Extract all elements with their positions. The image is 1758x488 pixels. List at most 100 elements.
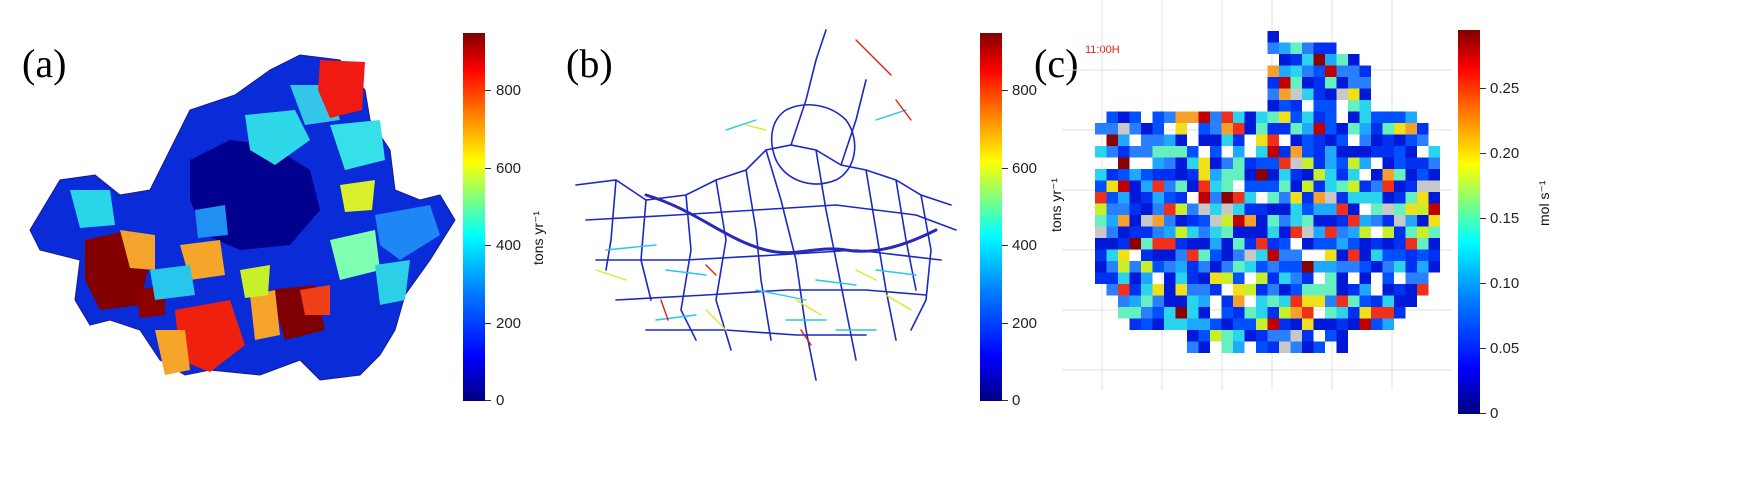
heat-cell: [1210, 272, 1222, 284]
heat-cell: [1141, 215, 1153, 227]
heat-cell: [1348, 65, 1360, 77]
heat-cell: [1256, 146, 1268, 158]
heat-cell: [1210, 157, 1222, 169]
heat-cell: [1198, 318, 1210, 330]
heat-cell: [1382, 203, 1394, 215]
heat-cell: [1267, 42, 1279, 54]
heat-cell: [1267, 341, 1279, 353]
heat-cell: [1267, 238, 1279, 250]
heat-cell: [1290, 180, 1302, 192]
heat-cell: [1325, 123, 1337, 135]
heat-cell: [1371, 146, 1383, 158]
heat-cell: [1302, 123, 1314, 135]
heat-cell: [1187, 203, 1199, 215]
heat-cell: [1267, 31, 1279, 43]
heat-cell: [1256, 169, 1268, 181]
heat-cell: [1118, 272, 1130, 284]
heat-cell: [1325, 100, 1337, 112]
heat-cell: [1129, 226, 1141, 238]
panel-label-b: (b): [566, 41, 613, 86]
district-e3: [330, 230, 380, 280]
heat-cell: [1313, 238, 1325, 250]
heat-cell: [1417, 169, 1429, 181]
heat-cell: [1233, 203, 1245, 215]
heat-cell: [1371, 295, 1383, 307]
heat-cell: [1233, 307, 1245, 319]
heat-cell: [1359, 318, 1371, 330]
panel-label-a: (a): [22, 41, 67, 86]
heat-cell: [1336, 192, 1348, 204]
heat-cell: [1382, 318, 1394, 330]
heat-cell: [1210, 284, 1222, 296]
heat-cell: [1152, 111, 1164, 123]
heat-cell: [1164, 215, 1176, 227]
heat-cell: [1417, 203, 1429, 215]
heat-cell: [1152, 157, 1164, 169]
heat-cell: [1302, 88, 1314, 100]
heat-cell: [1394, 203, 1406, 215]
heat-cell: [1302, 157, 1314, 169]
heat-cell: [1313, 203, 1325, 215]
heat-cell: [1164, 249, 1176, 261]
heat-cell: [1129, 111, 1141, 123]
heat-cell: [1267, 111, 1279, 123]
heat-cell: [1233, 341, 1245, 353]
heat-cell: [1095, 192, 1107, 204]
heat-cell: [1348, 169, 1360, 181]
heat-cell: [1336, 169, 1348, 181]
heat-cell: [1279, 123, 1291, 135]
heat-cell: [1325, 272, 1337, 284]
heat-cell: [1359, 77, 1371, 89]
district-se-red2: [300, 285, 330, 315]
heat-cell: [1405, 134, 1417, 146]
heat-cell: [1348, 226, 1360, 238]
heat-cell: [1210, 180, 1222, 192]
heat-cell: [1405, 249, 1417, 261]
heat-cell: [1359, 307, 1371, 319]
heat-cell: [1348, 77, 1360, 89]
heat-cell: [1325, 77, 1337, 89]
heat-cell: [1106, 146, 1118, 158]
heat-cell: [1095, 215, 1107, 227]
heat-cell: [1106, 169, 1118, 181]
heat-cell: [1095, 180, 1107, 192]
heat-cell: [1244, 157, 1256, 169]
heat-cell: [1382, 307, 1394, 319]
district-s-red: [175, 300, 245, 372]
heat-cell: [1221, 341, 1233, 353]
heat-cell: [1359, 215, 1371, 227]
heat-cell: [1221, 249, 1233, 261]
heat-cell: [1325, 146, 1337, 158]
heat-cell: [1313, 88, 1325, 100]
heat-cell: [1164, 226, 1176, 238]
heat-cell: [1256, 295, 1268, 307]
heat-cell: [1244, 249, 1256, 261]
road-network-max: [660, 39, 912, 346]
heat-cell: [1164, 307, 1176, 319]
district-w-cyan: [70, 190, 115, 228]
heat-cell: [1428, 261, 1440, 273]
heat-cell: [1221, 330, 1233, 342]
heat-cell: [1279, 307, 1291, 319]
heat-cell: [1325, 284, 1337, 296]
heat-cell: [1267, 180, 1279, 192]
heat-cells: [1095, 31, 1440, 353]
heat-cell: [1244, 169, 1256, 181]
heat-cell: [1428, 238, 1440, 250]
heat-cell: [1336, 180, 1348, 192]
colorbar-b-tick-1: 200: [1012, 315, 1038, 332]
heat-cell: [1382, 192, 1394, 204]
heat-cell: [1394, 146, 1406, 158]
heat-cell: [1313, 157, 1325, 169]
heat-cell: [1221, 169, 1233, 181]
heat-cell: [1106, 134, 1118, 146]
heat-cell: [1325, 88, 1337, 100]
heat-cell: [1164, 192, 1176, 204]
heat-cell: [1405, 261, 1417, 273]
heat-cell: [1187, 330, 1199, 342]
heat-cell: [1175, 123, 1187, 135]
heat-cell: [1210, 169, 1222, 181]
colorbar-gradient-c: [1458, 30, 1480, 414]
heat-cell: [1118, 284, 1130, 296]
heat-cell: [1371, 180, 1383, 192]
